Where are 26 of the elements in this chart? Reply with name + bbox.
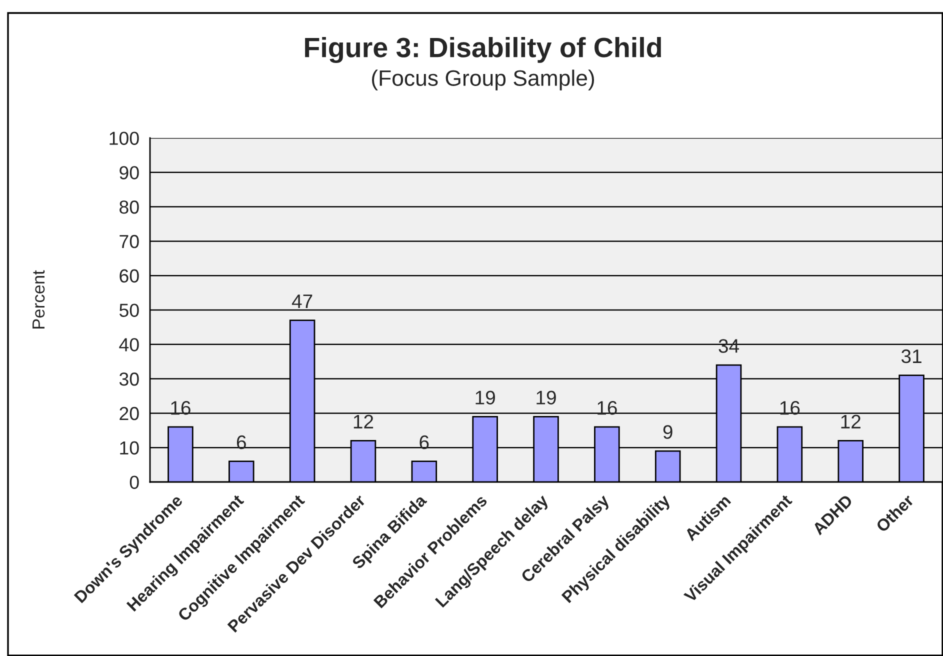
data-label: 6: [420, 435, 429, 450]
data-label: 16: [598, 401, 617, 415]
data-label: 12: [354, 414, 374, 428]
chart-title: Figure 3: Disability of Child: [305, 36, 661, 64]
y-tick-label: 10: [120, 441, 139, 455]
y-axis-title: Percent: [32, 270, 45, 328]
y-tick-label: 30: [119, 372, 139, 386]
data-label: 6: [236, 435, 246, 450]
y-tick-label: 0: [130, 476, 139, 489]
y-tick-label: 90: [120, 166, 139, 180]
data-label: 16: [780, 401, 800, 415]
y-tick-label: 100: [110, 132, 139, 145]
y-tick-label: 50: [119, 304, 139, 317]
data-label: 16: [171, 401, 190, 415]
y-tick-label: 40: [119, 338, 139, 352]
y-tick-label: 70: [120, 234, 139, 248]
data-label: 9: [663, 425, 672, 439]
data-label: 12: [841, 414, 860, 428]
y-tick-label: 20: [120, 406, 139, 420]
y-tick-label: 60: [120, 269, 139, 283]
data-label: 19: [536, 390, 556, 404]
data-label: 31: [901, 349, 922, 364]
data-label: 19: [476, 390, 495, 404]
y-tick-label: 80: [120, 200, 139, 214]
chart-subtitle: (Focus Group Sample): [372, 70, 594, 90]
data-label: 47: [292, 294, 312, 308]
